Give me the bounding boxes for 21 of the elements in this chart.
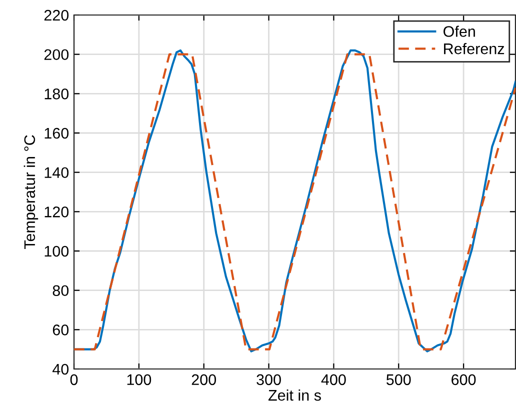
- x-tick-label: 500: [386, 374, 411, 386]
- y-tick-label: 80: [52, 285, 69, 296]
- y-tick-label: 40: [52, 364, 69, 375]
- y-tick-label: 140: [44, 167, 69, 178]
- y-tick-label: 160: [44, 128, 69, 139]
- x-tick-label: 100: [127, 374, 152, 386]
- x-tick-label: 300: [256, 374, 281, 386]
- y-tick-label: 200: [44, 49, 69, 60]
- y-tick-label: 120: [44, 206, 69, 218]
- x-tick-label: 600: [452, 374, 476, 386]
- x-tick-label: 400: [321, 374, 346, 386]
- x-axis-title: Zeit in s: [268, 389, 321, 401]
- y-axis-title: Temperatur in °C: [24, 135, 38, 250]
- y-tick-label: 100: [44, 246, 69, 257]
- y-tick-label: 180: [44, 88, 69, 100]
- x-tick-label: 0: [70, 374, 78, 386]
- y-tick-label: 220: [44, 10, 69, 21]
- x-tick-label: 200: [192, 374, 216, 386]
- legend-label: Ofen: [444, 26, 475, 37]
- legend-label: Referenz: [444, 43, 504, 54]
- y-tick-label: 60: [52, 324, 69, 336]
